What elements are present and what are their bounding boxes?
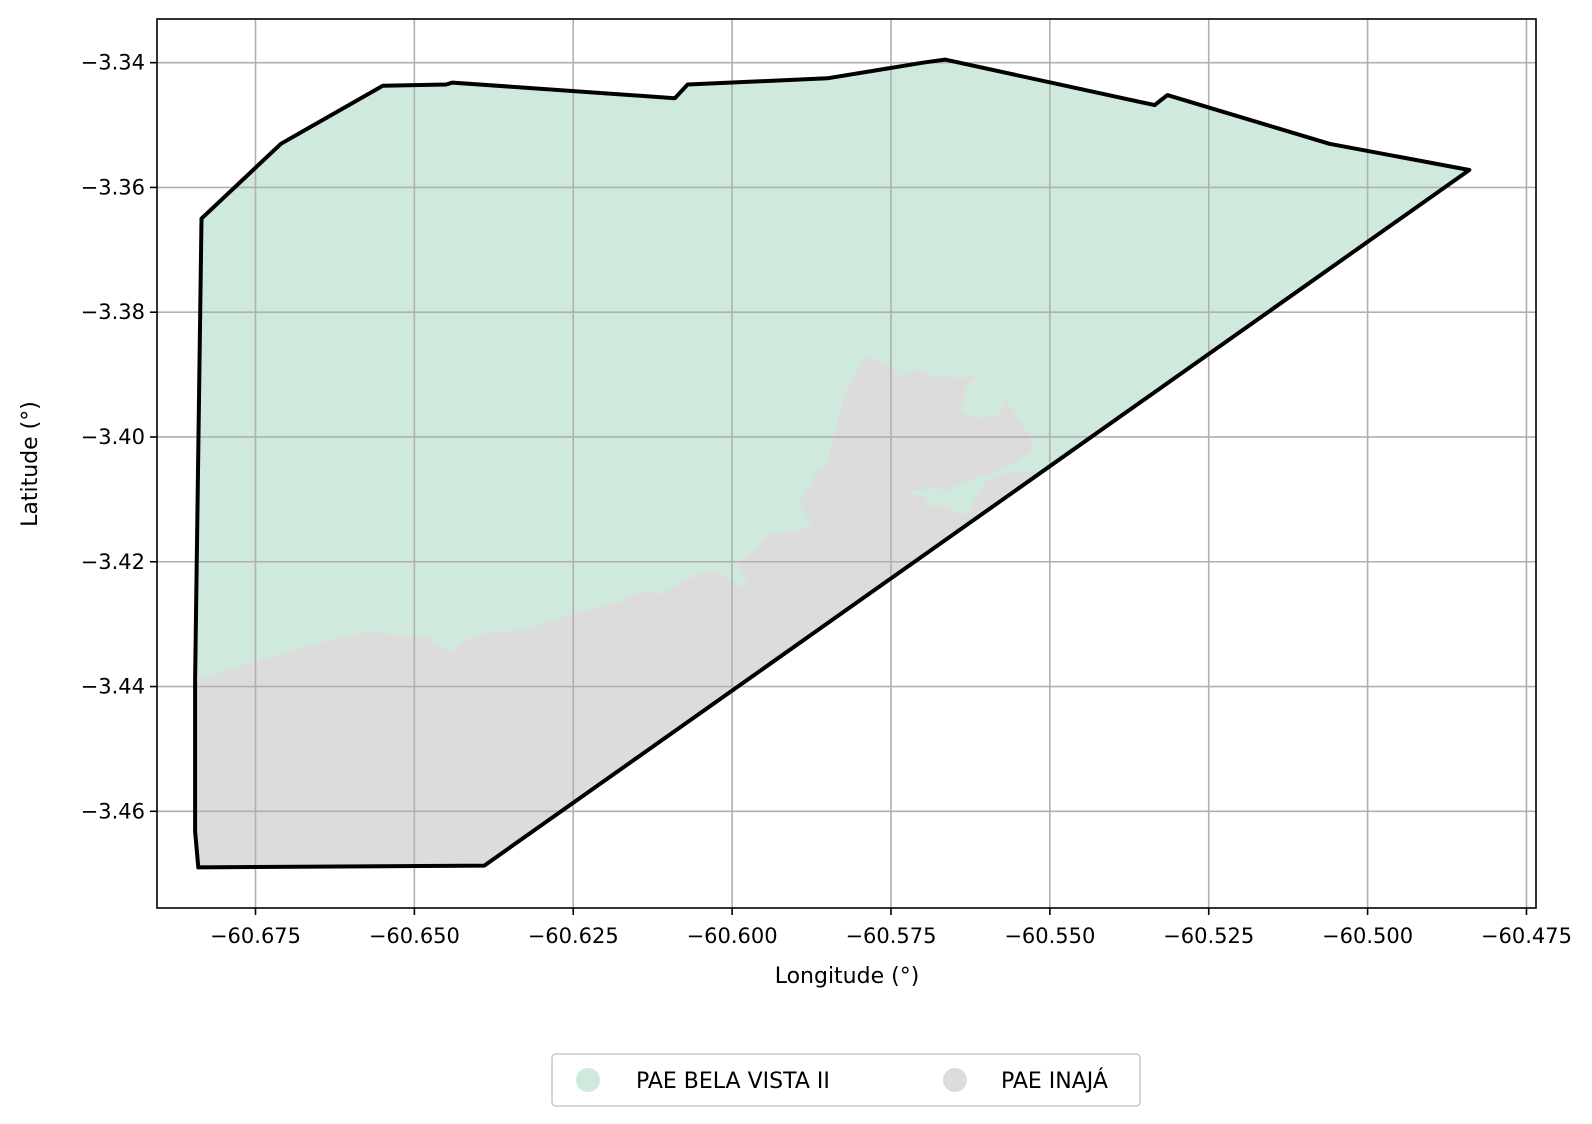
y-tick-label: −3.44 <box>81 675 145 699</box>
x-tick-label: −60.600 <box>687 924 778 948</box>
plot-area <box>156 18 1537 909</box>
y-tick-label: −3.42 <box>81 550 145 574</box>
grid <box>157 19 1536 908</box>
y-tick-label: −3.36 <box>81 175 145 199</box>
x-tick-label: −60.675 <box>210 924 301 948</box>
x-axis: −60.675 −60.650 −60.625 −60.600 −60.575 −60.5… <box>210 908 1572 989</box>
legend: PAE BELA VISTA II PAE INAJÁ <box>551 1053 1141 1107</box>
plot-frame <box>156 18 1537 909</box>
legend-label-bela-vista-ii: PAE BELA VISTA II <box>636 1069 830 1094</box>
legend-label-inaja: PAE INAJÁ <box>1001 1068 1108 1094</box>
x-tick-label: −60.500 <box>1322 924 1413 948</box>
x-tick-label: −60.650 <box>369 924 460 948</box>
x-tick-label: −60.525 <box>1163 924 1254 948</box>
y-tick-label: −3.34 <box>81 51 145 75</box>
y-tick-label: −3.40 <box>81 425 145 449</box>
x-tick-label: −60.575 <box>845 924 936 948</box>
y-tick-label: −3.38 <box>81 300 145 324</box>
x-tick-label: −60.550 <box>1004 924 1095 948</box>
x-axis-title: Longitude (°) <box>775 964 920 989</box>
y-axis: −3.34 −3.36 −3.38 −3.40 −3.42 −3.44 −3.46 Lati… <box>18 51 157 823</box>
legend-frame <box>551 1053 1141 1107</box>
x-tick-label: −60.625 <box>528 924 619 948</box>
y-tick-label: −3.46 <box>81 799 145 823</box>
legend-swatch-bela-vista-ii <box>576 1068 600 1092</box>
x-tick-label: −60.475 <box>1481 924 1572 948</box>
y-axis-title: Latitude (°) <box>18 401 43 527</box>
settlement-outline <box>193 57 1472 870</box>
region-pae-inaja[interactable] <box>195 355 1038 868</box>
legend-swatch-inaja <box>943 1068 967 1092</box>
